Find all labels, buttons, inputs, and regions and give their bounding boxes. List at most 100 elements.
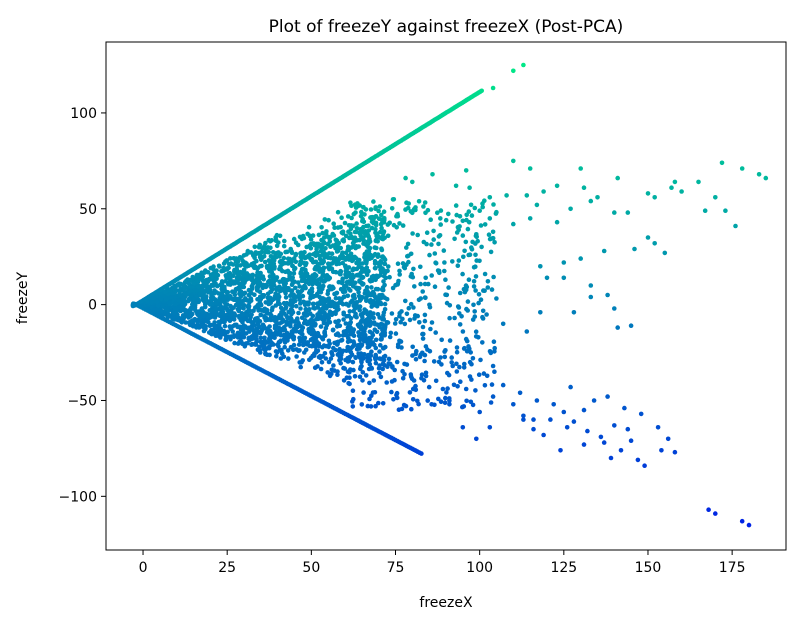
scatter-point [409, 271, 415, 277]
scatter-point [300, 325, 306, 331]
scatter-point [322, 279, 327, 284]
scatter-point [266, 279, 271, 285]
scatter-point [487, 349, 493, 354]
scatter-point [373, 345, 379, 351]
scatter-point [462, 248, 467, 254]
scatter-point [410, 179, 415, 185]
scatter-point [209, 331, 214, 337]
scatter-point [282, 344, 288, 350]
scatter-point [492, 349, 497, 354]
scatter-point [227, 278, 233, 284]
x-tick-label: 75 [387, 560, 405, 576]
scatter-point [327, 341, 333, 347]
scatter-point [207, 313, 213, 319]
scatter-point [378, 374, 384, 380]
scatter-point [612, 306, 617, 311]
scatter-point [521, 62, 526, 68]
y-axis-label: freezeY [15, 271, 31, 324]
scatter-point [229, 309, 234, 314]
scatter-point [285, 256, 291, 262]
scatter-point [380, 366, 386, 372]
scatter-point [371, 199, 376, 204]
scatter-point [364, 337, 370, 342]
scatter-point [306, 300, 312, 305]
scatter-point [298, 364, 304, 370]
scatter-point [385, 222, 391, 227]
scatter-point [446, 211, 451, 217]
scatter-point [625, 426, 631, 432]
scatter-point [338, 361, 344, 366]
scatter-point [541, 189, 546, 194]
scatter-point [325, 234, 330, 239]
scatter-point [418, 281, 423, 287]
scatter-point [330, 327, 336, 333]
scatter-point [473, 334, 479, 339]
scatter-point [338, 352, 344, 358]
scatter-point [466, 277, 472, 283]
scatter-point [253, 279, 259, 285]
scatter-point [291, 293, 296, 299]
scatter-point [177, 293, 183, 298]
scatter-point [224, 306, 230, 312]
scatter-point [362, 352, 367, 357]
scatter-point [269, 340, 275, 346]
scatter-point [460, 425, 466, 430]
scatter-point [481, 371, 487, 376]
scatter-point [242, 290, 248, 296]
scatter-point [453, 203, 459, 208]
scatter-point [312, 365, 318, 371]
scatter-point [214, 268, 219, 273]
scatter-point [561, 409, 567, 415]
scatter-point [196, 318, 201, 324]
scatter-point [482, 288, 487, 294]
scatter-point [301, 235, 307, 241]
scatter-point [450, 363, 456, 369]
scatter-point [244, 298, 250, 303]
scatter-point [739, 518, 745, 524]
scatter-point [149, 300, 154, 305]
scatter-point [484, 373, 490, 379]
scatter-point [669, 185, 674, 190]
scatter-point [205, 286, 210, 291]
scatter-point [230, 262, 236, 267]
scatter-point [524, 329, 530, 334]
scatter-point [422, 295, 428, 300]
scatter-point [380, 287, 386, 293]
scatter-point [480, 340, 485, 345]
scatter-point [189, 318, 195, 323]
scatter-point [350, 404, 356, 409]
scatter-point [285, 348, 291, 353]
scatter-point [309, 330, 315, 335]
scatter-point [255, 320, 261, 326]
scatter-point [344, 301, 349, 307]
scatter-point [475, 238, 481, 244]
scatter-point [393, 282, 398, 288]
scatter-point [442, 354, 448, 360]
scatter-point [364, 249, 370, 254]
scatter-point [250, 272, 255, 278]
scatter-point [223, 278, 228, 284]
scatter-point [281, 255, 287, 261]
scatter-point [416, 401, 421, 407]
scatter-point [318, 366, 324, 372]
scatter-point [222, 332, 228, 337]
scatter-point [285, 287, 291, 293]
scatter-point [397, 313, 402, 319]
scatter-point [254, 258, 259, 264]
scatter-point [341, 317, 346, 322]
scatter-point [162, 311, 168, 317]
scatter-point [321, 258, 326, 263]
scatter-point [452, 236, 457, 242]
scatter-point [527, 216, 533, 221]
scatter-point [438, 208, 444, 213]
scatter-point [369, 274, 375, 280]
scatter-point [224, 316, 229, 322]
scatter-point [218, 326, 223, 331]
scatter-point [419, 372, 425, 378]
scatter-point [227, 324, 233, 329]
scatter-point [468, 350, 474, 355]
scatter-point [285, 261, 291, 266]
scatter-point [240, 312, 245, 318]
scatter-point [493, 211, 499, 216]
